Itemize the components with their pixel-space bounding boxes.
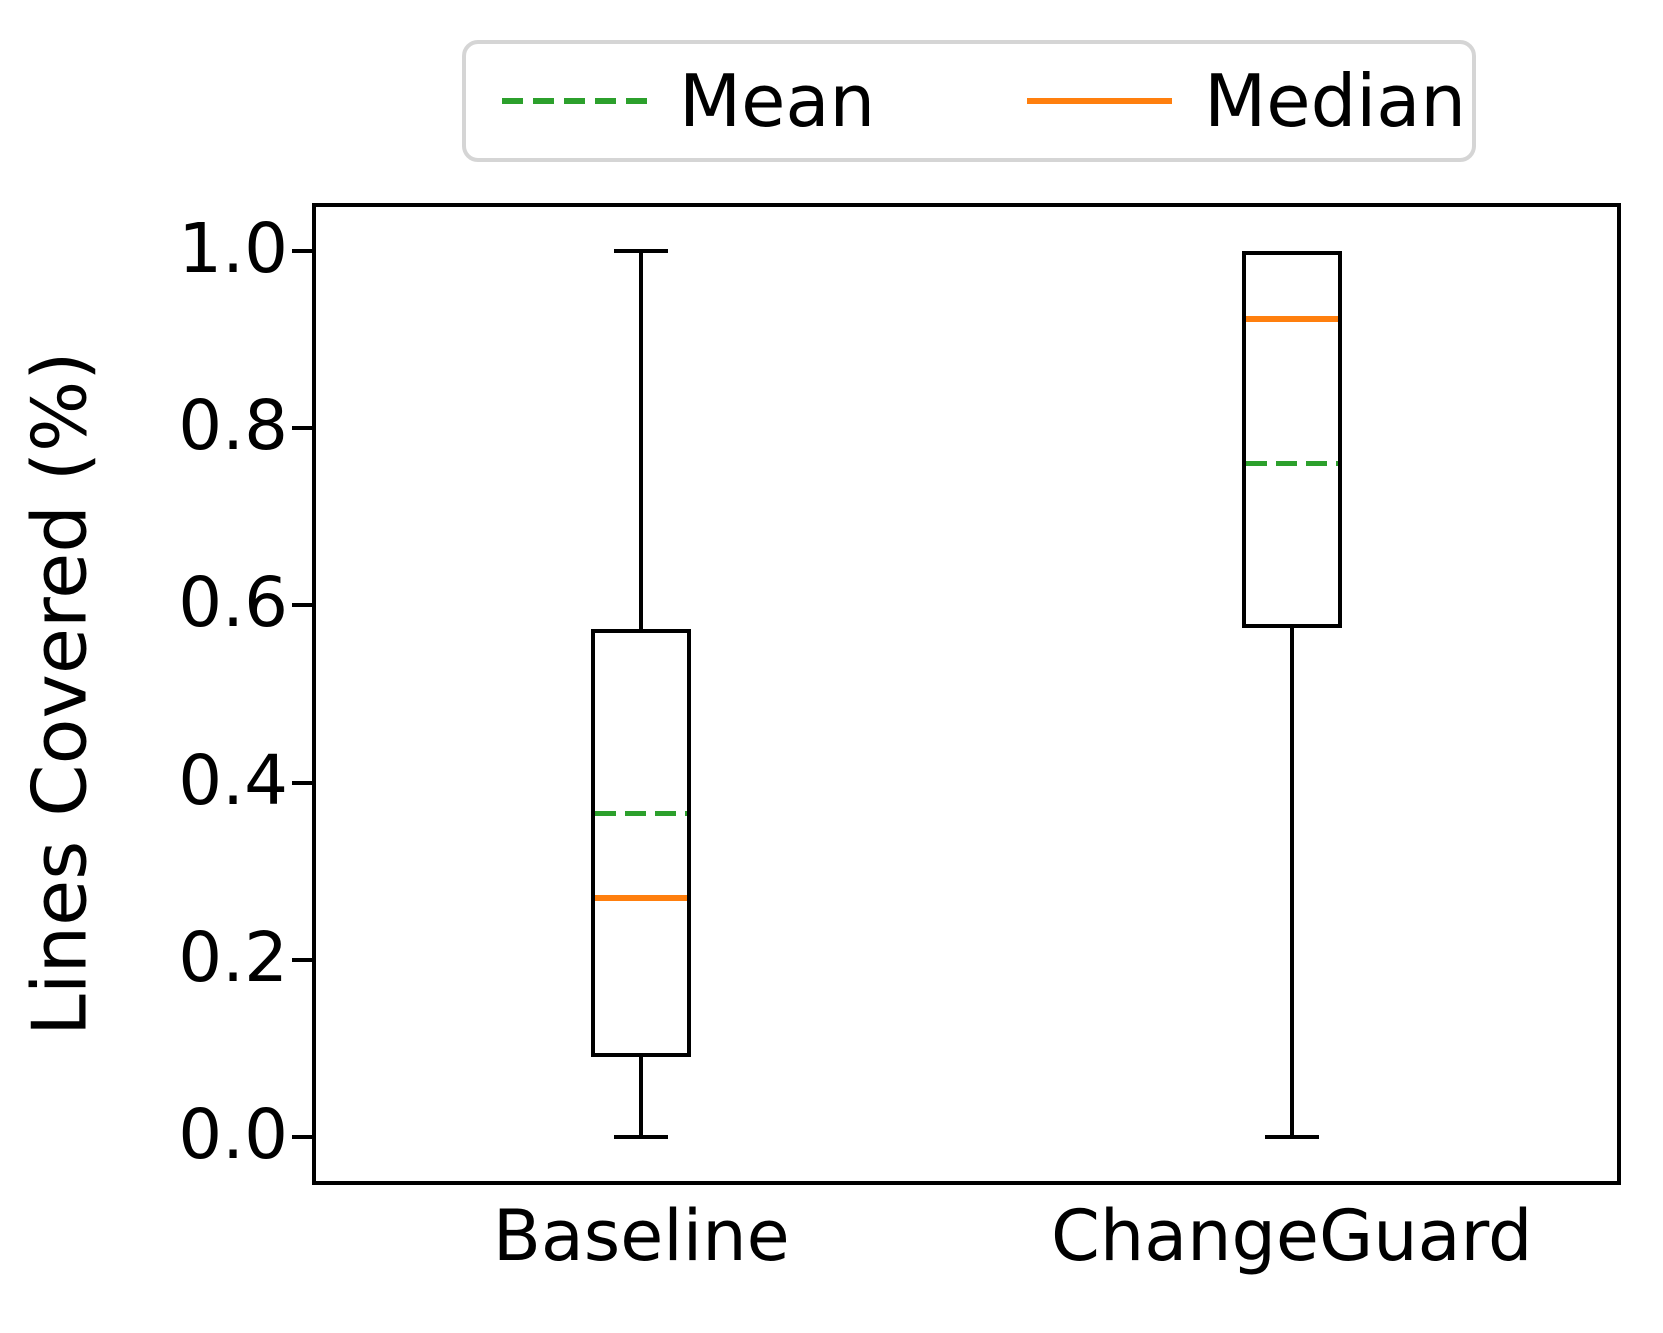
box-baseline bbox=[591, 629, 692, 1058]
y-tick-label: 0.8 bbox=[178, 386, 288, 467]
y-tick-mark bbox=[292, 249, 312, 254]
y-tick-mark bbox=[292, 780, 312, 785]
y-tick-mark bbox=[292, 603, 312, 608]
y-tick-label: 1.0 bbox=[178, 209, 288, 290]
y-tick-label: 0.4 bbox=[178, 740, 288, 821]
y-tick-mark bbox=[292, 957, 312, 962]
box-changeguard bbox=[1241, 251, 1342, 629]
mean-line-baseline bbox=[595, 811, 688, 817]
legend-item-median: Median bbox=[1027, 65, 1466, 137]
median-solid-line-sample bbox=[1027, 98, 1173, 104]
plot-area: 0.0 0.2 0.4 0.6 0.8 1.0 Baseline ChangeGuard bbox=[178, 203, 1621, 1271]
median-line-baseline bbox=[595, 894, 688, 901]
y-tick-label: 0.2 bbox=[178, 917, 288, 998]
y-tick-label: 0.6 bbox=[178, 563, 288, 644]
y-axis-label: Lines Covered (%) bbox=[15, 351, 104, 1037]
median-line-changeguard bbox=[1245, 316, 1338, 323]
whisker-lower-changeguard bbox=[1289, 628, 1294, 1137]
x-tick-label-baseline: Baseline bbox=[492, 1195, 790, 1277]
y-tick-mark bbox=[292, 426, 312, 431]
legend-label-median: Median bbox=[1204, 59, 1467, 143]
whisker-upper-baseline bbox=[639, 251, 644, 630]
legend: Mean Median bbox=[462, 40, 1476, 162]
mean-line-changeguard bbox=[1245, 461, 1338, 467]
y-tick-mark bbox=[292, 1134, 312, 1139]
x-tick-label-changeguard: ChangeGuard bbox=[1051, 1195, 1533, 1277]
whisker-cap-lower-changeguard bbox=[1264, 1134, 1319, 1139]
mean-dashed-line-sample bbox=[502, 98, 647, 104]
legend-label-mean: Mean bbox=[679, 59, 876, 143]
legend-item-mean: Mean bbox=[502, 65, 875, 137]
whisker-cap-upper-baseline bbox=[614, 249, 669, 254]
y-tick-label: 0.0 bbox=[178, 1094, 288, 1175]
whisker-lower-baseline bbox=[639, 1057, 644, 1137]
whisker-cap-lower-baseline bbox=[614, 1134, 669, 1139]
